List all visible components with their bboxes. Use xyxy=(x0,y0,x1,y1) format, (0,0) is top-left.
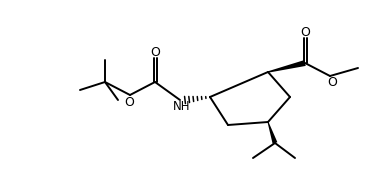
Text: O: O xyxy=(327,77,337,90)
Text: O: O xyxy=(124,96,134,109)
Polygon shape xyxy=(268,122,277,144)
Polygon shape xyxy=(268,60,306,73)
Text: O: O xyxy=(300,25,310,38)
Text: NH: NH xyxy=(173,101,191,114)
Text: O: O xyxy=(150,46,160,59)
